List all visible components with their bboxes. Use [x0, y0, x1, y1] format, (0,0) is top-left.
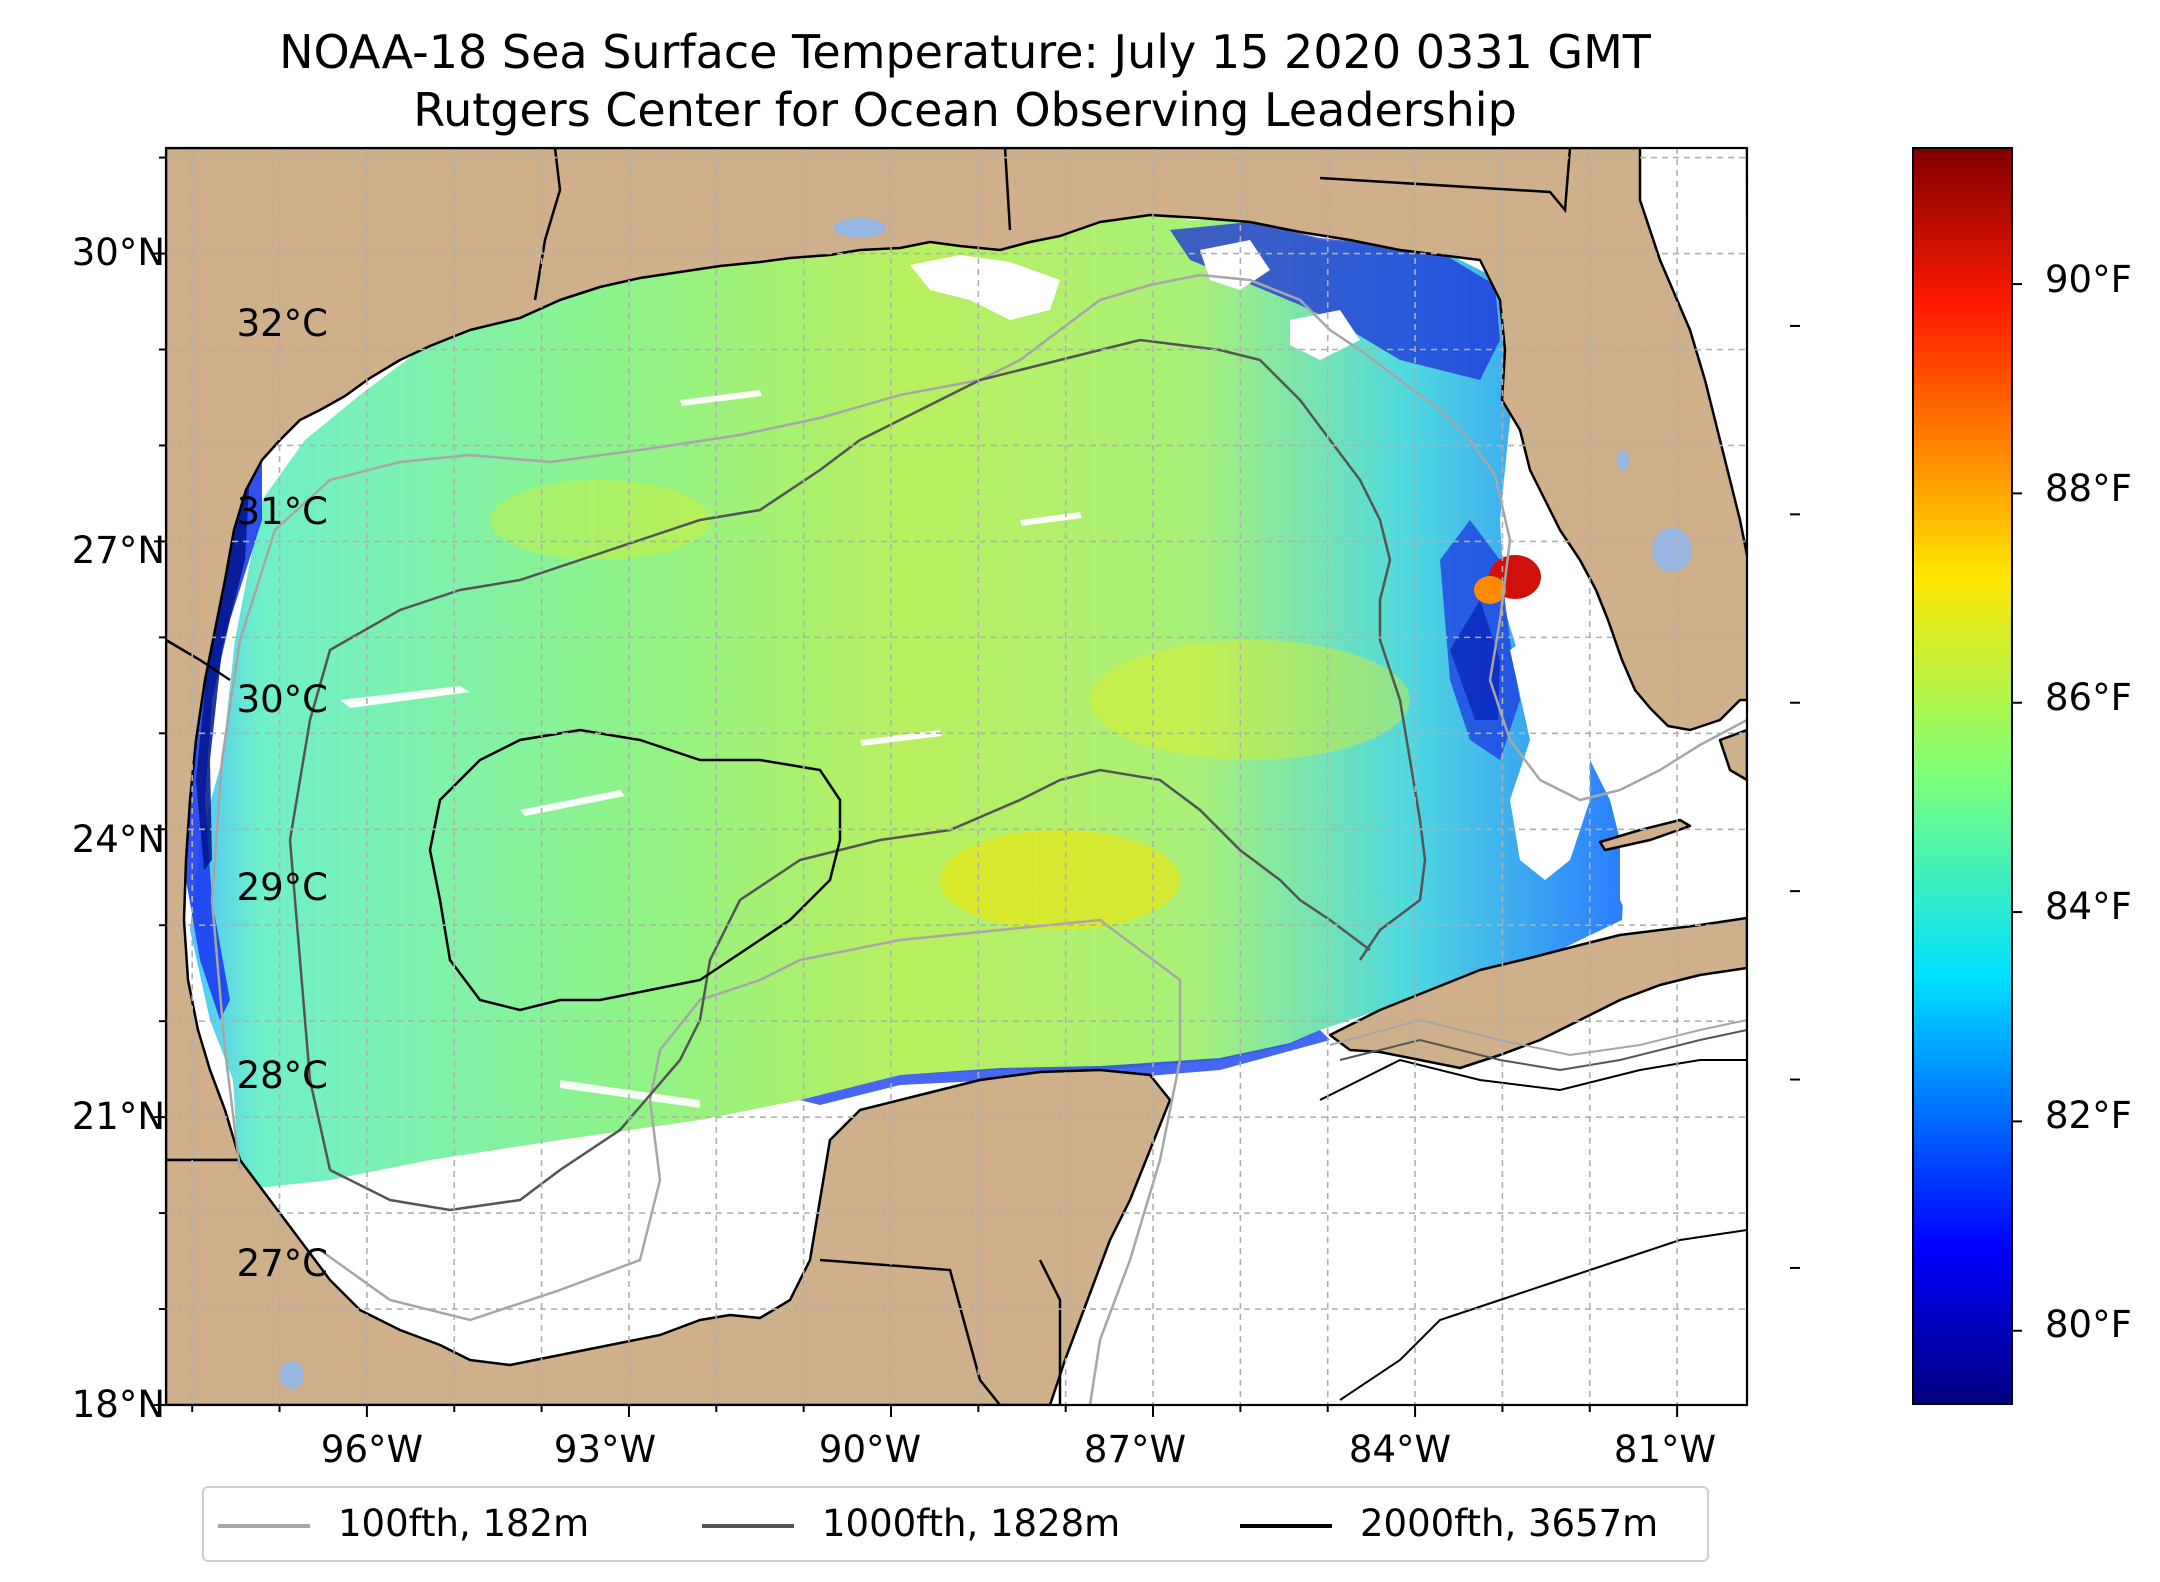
cloud-gap-ne: [910, 255, 1060, 320]
lake-small-2: [280, 1361, 304, 1389]
lon-label-84w: 84°W: [1348, 1428, 1452, 1471]
cloud-strip-3: [860, 730, 942, 746]
cb-label-90f: 90°F: [2045, 258, 2132, 301]
lon-label-87w: 87°W: [1083, 1428, 1187, 1471]
cb-label-30c: 30°C: [236, 678, 328, 721]
cb-label-27c: 27°C: [236, 1242, 328, 1285]
contour-100fth-yucatan: [319, 918, 1182, 1405]
lat-label-27: 27°N: [71, 529, 165, 572]
legend-label-2000fth: 2000fth, 3657m: [1360, 1502, 1659, 1545]
contour-legend: 100fth, 182m 1000fth, 1828m 2000fth, 365…: [202, 1486, 1709, 1562]
cloud-gap-florida-keys: [1620, 830, 1640, 920]
border-guatemala: [819, 1258, 1001, 1405]
legend-swatch-2000fth: [1240, 1524, 1332, 1528]
lat-label-18: 18°N: [71, 1383, 165, 1426]
land-cuba: [1328, 916, 1747, 1070]
land-north-america: [166, 148, 1747, 1405]
land-bahamas: [1718, 728, 1747, 782]
cb-label-80f: 80°F: [2045, 1303, 2132, 1346]
cb-label-28c: 28°C: [236, 1054, 328, 1097]
warm-patch-central: [940, 830, 1180, 930]
colorbar-ticks: [1790, 283, 2022, 1332]
legend-swatch-1000fth: [702, 1524, 794, 1528]
figure-title: NOAA-18 Sea Surface Temperature: July 15…: [279, 25, 1651, 79]
lon-label-93w: 93°W: [553, 1428, 657, 1471]
contour-1000fth-cuba: [1339, 1029, 1747, 1072]
colorbar: [1912, 147, 2013, 1405]
legend-label-100fth: 100fth, 182m: [338, 1502, 590, 1545]
cloud-strip-4: [680, 390, 762, 406]
cold-coastal-band-inner: [196, 470, 250, 870]
contour-2000fth-cuba-2: [1339, 1229, 1747, 1401]
lake-okeechobee: [1652, 528, 1692, 572]
legend-label-1000fth: 1000fth, 1828m: [822, 1502, 1121, 1545]
cloud-strip-5: [1020, 512, 1082, 526]
cb-label-88f: 88°F: [2045, 467, 2132, 510]
contour-100fth: [210, 273, 1747, 1171]
warm-patch-west: [490, 480, 710, 560]
border-state-2: [1003, 148, 1012, 231]
cloud-strip-2: [520, 790, 625, 816]
lake-small-1: [1617, 450, 1629, 470]
border-belize: [1038, 1259, 1062, 1405]
cb-label-86f: 86°F: [2045, 676, 2132, 719]
cb-label-84f: 84°F: [2045, 885, 2132, 928]
border-state-3: [1319, 148, 1572, 214]
cold-florida-shelf-2: [1450, 600, 1500, 720]
contour-1000fth-south: [329, 768, 1371, 1212]
cold-yucatan-band: [800, 1030, 1330, 1105]
contour-2000fth-cuba: [1319, 1058, 1747, 1101]
lat-label-24: 24°N: [71, 818, 165, 861]
lon-label-90w: 90°W: [818, 1428, 922, 1471]
cold-coastal-band: [186, 440, 262, 1020]
border-state-1: [533, 148, 562, 301]
lake-pontchartrain: [834, 218, 886, 238]
cloud-gap-ne-3: [1290, 310, 1360, 360]
contour-2000fth: [428, 728, 842, 1012]
sst-swath: [190, 210, 1625, 1190]
hot-spot-florida-2: [1474, 576, 1506, 604]
lon-label-96w: 96°W: [320, 1428, 424, 1471]
axis-ticks: [154, 156, 1679, 1417]
legend-swatch-100fth: [218, 1524, 310, 1528]
map-frame: [164, 146, 1749, 1407]
cb-label-29c: 29°C: [236, 866, 328, 909]
cloud-strip-6: [560, 1080, 700, 1108]
border-mexico: [166, 638, 231, 682]
contour-100fth-cuba: [1329, 1018, 1747, 1057]
lat-label-30: 30°N: [71, 231, 165, 274]
land-mexico-yucatan: [166, 1068, 1172, 1405]
cb-label-32c: 32°C: [236, 302, 328, 345]
warm-patch-east: [1090, 640, 1410, 760]
figure-subtitle: Rutgers Center for Ocean Observing Leade…: [413, 83, 1517, 137]
lat-label-21: 21°N: [71, 1095, 165, 1138]
cloud-gap-florida: [1510, 630, 1590, 880]
map-gridlines: [166, 148, 1747, 1405]
lon-label-81w: 81°W: [1613, 1428, 1717, 1471]
cb-label-82f: 82°F: [2045, 1094, 2132, 1137]
contour-1000fth: [288, 338, 1427, 1171]
cloud-strip-1: [340, 686, 470, 708]
cb-label-31c: 31°C: [236, 490, 328, 533]
